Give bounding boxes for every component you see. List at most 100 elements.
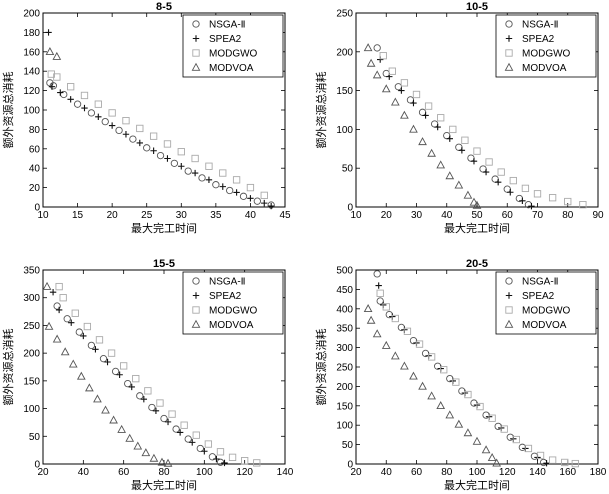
chart-title: 10-5 — [466, 1, 488, 13]
legend-label: MODGWO — [522, 306, 571, 317]
data-point — [548, 456, 557, 464]
data-point — [398, 87, 405, 94]
series-modgwo — [55, 282, 261, 467]
x-tick-label: 40 — [245, 210, 257, 221]
y-tick-label: 140 — [23, 67, 40, 78]
data-point — [157, 457, 167, 466]
data-point — [73, 100, 82, 108]
data-point — [491, 175, 499, 183]
data-point — [479, 165, 487, 173]
data-point — [128, 383, 135, 391]
data-point — [71, 309, 79, 317]
data-point — [48, 83, 56, 90]
data-point — [226, 186, 234, 195]
legend-label: SPEA2 — [522, 291, 555, 302]
x-axis-label: 最大完工时间 — [131, 221, 197, 235]
legend-marker — [191, 319, 201, 328]
data-point — [409, 124, 418, 133]
x-tick-label: 40 — [78, 467, 90, 478]
series-spea2 — [377, 56, 535, 210]
legend-label: MODVOA — [522, 63, 567, 74]
x-tick-label: 60 — [502, 210, 514, 221]
legend-box — [495, 271, 597, 335]
data-point — [410, 99, 417, 107]
data-point — [372, 70, 382, 79]
data-point — [437, 114, 445, 122]
data-point — [406, 96, 415, 104]
y-tick-label: 150 — [23, 376, 40, 387]
x-tick-label: 20 — [350, 467, 362, 478]
data-point — [141, 448, 151, 457]
data-point — [68, 359, 78, 368]
data-point — [160, 414, 168, 423]
data-point — [150, 147, 157, 154]
data-point — [445, 410, 455, 419]
data-point — [101, 117, 109, 126]
data-point — [133, 441, 143, 450]
data-point — [430, 120, 439, 128]
data-point — [164, 155, 171, 162]
data-point — [363, 43, 373, 52]
data-point — [579, 201, 587, 209]
data-point — [512, 435, 520, 444]
data-point — [129, 135, 137, 143]
data-point — [500, 425, 508, 433]
data-point — [132, 374, 140, 383]
y-tick-label: 80 — [29, 125, 41, 136]
data-point — [60, 347, 70, 356]
data-point — [125, 433, 135, 442]
data-point — [463, 190, 473, 199]
data-point — [446, 135, 453, 142]
legend-marker — [192, 35, 200, 42]
series-modgwo — [376, 289, 579, 468]
legend-label: NSGA-Ⅱ — [522, 277, 559, 288]
data-point — [163, 140, 172, 148]
data-point — [83, 322, 92, 331]
data-point — [115, 126, 123, 135]
data-point — [445, 171, 455, 180]
data-point — [49, 288, 57, 296]
data-point — [213, 455, 220, 463]
y-tick-label: 350 — [23, 266, 40, 277]
data-point — [55, 282, 63, 291]
data-point — [454, 180, 464, 189]
data-point — [476, 402, 484, 411]
data-point — [219, 183, 226, 190]
y-tick-label: 120 — [23, 86, 40, 97]
data-point — [124, 379, 132, 388]
data-point — [458, 147, 466, 154]
data-point — [427, 353, 436, 361]
data-point — [205, 162, 213, 170]
data-point — [172, 425, 180, 433]
data-point — [487, 453, 497, 462]
data-point — [379, 52, 387, 60]
subplot-10-5: 10-5 10 20 30 40 50 60 70 80 90 0 50 100 150 200 250 最大完… — [314, 1, 604, 235]
data-point — [472, 200, 482, 209]
data-point — [149, 132, 158, 140]
y-tick-label: 150 — [336, 401, 353, 412]
data-point — [57, 89, 64, 96]
y-tick-label: 50 — [342, 164, 354, 175]
data-point — [482, 411, 490, 419]
data-point — [42, 281, 52, 290]
y-tick-label: 100 — [23, 404, 40, 415]
data-point — [246, 183, 255, 192]
data-point — [427, 148, 436, 157]
legend-marker — [504, 319, 514, 328]
data-point — [485, 158, 493, 166]
data-point — [144, 387, 152, 395]
data-point — [470, 158, 478, 165]
data-point — [564, 197, 572, 206]
data-point — [381, 84, 391, 93]
y-tick-label: 0 — [347, 460, 353, 471]
data-point — [176, 429, 184, 436]
legend-box — [182, 14, 284, 78]
data-point — [390, 351, 400, 360]
y-tick-label: 250 — [336, 363, 353, 374]
series-nsga — [53, 302, 225, 466]
data-point — [241, 457, 249, 465]
data-point — [111, 367, 120, 376]
data-point — [524, 444, 533, 453]
data-point — [373, 270, 381, 278]
data-point — [95, 113, 102, 120]
